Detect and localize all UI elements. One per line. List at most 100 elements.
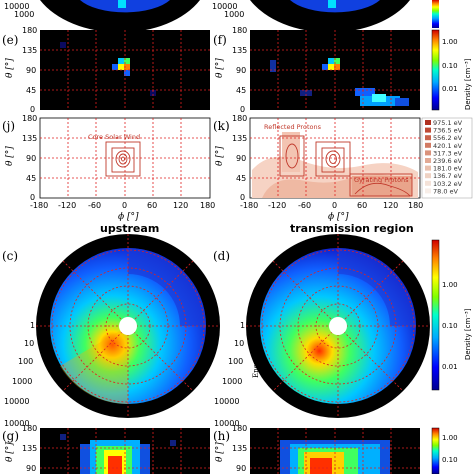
energy-legend-item: 239.6 eV: [433, 157, 463, 165]
c-energy-10000: 10000: [4, 397, 29, 406]
energy-legend-item: 103.2 eV: [433, 180, 463, 188]
j-phi-ticks: -180 -120 -60 0 60 120 180: [30, 201, 215, 210]
d-energy-10000: 10000: [214, 397, 239, 406]
svg-text:-180: -180: [240, 201, 258, 210]
h-theta-180: 180: [232, 424, 247, 433]
panel-label-g: (g): [2, 429, 19, 443]
energy-legend-swatch: [425, 120, 431, 125]
c-energy-1: 1: [30, 321, 35, 330]
cb-ef-001: 0.01: [442, 85, 458, 93]
energy-legend-item: 420.1 eV: [433, 142, 463, 150]
e-theta-0: 0: [30, 105, 35, 114]
panel-g: (g) 180 135 90 θ [°]: [2, 424, 210, 474]
panel-label-c: (c): [2, 249, 18, 263]
panel-label-k: (k): [213, 119, 230, 133]
k-theta-180: 180: [232, 114, 247, 123]
energy-legend-item: 556.2 eV: [433, 134, 463, 142]
energy-legend-item: 317.3 eV: [433, 149, 463, 157]
g-theta-180: 180: [22, 424, 37, 433]
cb-ef-1: 1.00: [442, 38, 458, 46]
top-right-polar-cut: 10000 1000: [212, 0, 410, 33]
energy-legend-item: 736.5 eV: [433, 127, 463, 135]
panel-label-e: (e): [2, 33, 18, 47]
h-theta-axis-label: θ [°]: [215, 442, 225, 462]
k-theta-90: 90: [236, 154, 246, 163]
colorbar-gh: 1.00 0.10 10000 10000: [4, 419, 458, 474]
e-theta-180: 180: [22, 26, 37, 35]
energy-legend-swatch: [425, 188, 431, 194]
cb-cd-01: 0.10: [442, 322, 458, 330]
d-energy-1: 1: [240, 321, 245, 330]
top-energy-tick-right: 10000: [212, 2, 237, 11]
cb-ef-label: Density [cm⁻³]: [464, 58, 472, 110]
svg-text:180: 180: [200, 201, 215, 210]
e-theta-135: 135: [22, 46, 37, 55]
energy-legend-item: 975.1 eV: [433, 119, 463, 127]
f-theta-45: 45: [236, 86, 246, 95]
f-theta-180: 180: [232, 26, 247, 35]
d-energy-100: 100: [228, 357, 243, 366]
svg-text:120: 120: [173, 201, 188, 210]
svg-text:120: 120: [383, 201, 398, 210]
j-theta-90: 90: [26, 154, 36, 163]
energy-legend-swatch: [425, 173, 431, 179]
e-theta-45: 45: [26, 86, 36, 95]
e-theta-90: 90: [26, 66, 36, 75]
energy-legend-item: 136.7 eV: [433, 172, 463, 180]
top-energy-tick-left: 10000: [4, 2, 29, 11]
svg-text:-120: -120: [268, 201, 286, 210]
svg-text:-60: -60: [298, 201, 311, 210]
top-energy-tick-right-b: 1000: [224, 10, 244, 19]
energy-legend-swatch: [425, 150, 431, 156]
h-theta-90: 90: [236, 464, 246, 473]
energy-legend-swatch: [425, 135, 431, 141]
energy-legend-item: 78.0 eV: [433, 187, 459, 195]
annotation-core-solar-wind: Core Solar Wind: [88, 133, 140, 141]
panel-c: (c) 1 10 100 1000 10000: [2, 234, 220, 418]
caption-transmission: transmission region: [290, 222, 414, 235]
j-theta-180: 180: [22, 114, 37, 123]
g-theta-axis-label: θ [°]: [5, 442, 15, 462]
energy-legend-swatch: [425, 127, 431, 133]
panel-g-blob: [60, 434, 176, 474]
colorbar-cd: 1.00 0.10 0.01 Density [cm⁻³]: [431, 239, 472, 391]
energy-legend-swatch: [425, 180, 431, 186]
annotation-reflected-protons: Reflected Protons: [264, 123, 322, 131]
k-theta-axis-label: θ [°]: [215, 146, 225, 166]
k-line-contours: [279, 135, 413, 197]
svg-text:60: 60: [357, 201, 367, 210]
g-theta-90: 90: [26, 464, 36, 473]
panel-k: (k) Reflected Protons Gyrating Protons 1…: [213, 114, 423, 235]
svg-text:180: 180: [408, 201, 423, 210]
caption-upstream: upstream: [100, 222, 159, 235]
k-theta-135: 135: [232, 134, 247, 143]
svg-text:0: 0: [332, 201, 337, 210]
g-theta-135: 135: [22, 444, 37, 453]
c-energy-10: 10: [24, 339, 34, 348]
j-theta-135: 135: [22, 134, 37, 143]
c-energy-1000: 1000: [12, 377, 32, 386]
panel-j: (j) Core Solar Wind 180 135 90 45 0 θ [°…: [2, 114, 215, 235]
energy-legend-swatch: [425, 158, 431, 163]
g-energy-10000: 10000: [4, 419, 29, 428]
svg-text:-180: -180: [30, 201, 48, 210]
panel-f: (f) 180 135 90 45 0 θ [°]: [213, 26, 420, 114]
cb-cd-label: Density [cm⁻³]: [464, 308, 472, 360]
e-theta-axis-label: θ [°]: [5, 58, 15, 78]
h-theta-135: 135: [232, 444, 247, 453]
panel-d: (d) 1 10 100 1000 10000 Energy [eV]: [213, 234, 430, 418]
cb-ef-01: 0.10: [442, 62, 458, 70]
j-core-contours: [105, 141, 141, 177]
k-phi-axis-label: ϕ [°]: [328, 212, 349, 222]
top-left-polar-cut: 10000 1000: [4, 0, 200, 33]
gh-energy-10000: 10000: [214, 419, 239, 428]
svg-text:-120: -120: [58, 201, 76, 210]
panel-c-center: [119, 317, 137, 335]
j-theta-axis-label: θ [°]: [5, 146, 15, 166]
cb-cd-001: 0.01: [442, 363, 458, 371]
d-energy-10: 10: [234, 339, 244, 348]
f-theta-90: 90: [236, 66, 246, 75]
svg-text:0: 0: [122, 201, 127, 210]
f-theta-0: 0: [240, 105, 245, 114]
